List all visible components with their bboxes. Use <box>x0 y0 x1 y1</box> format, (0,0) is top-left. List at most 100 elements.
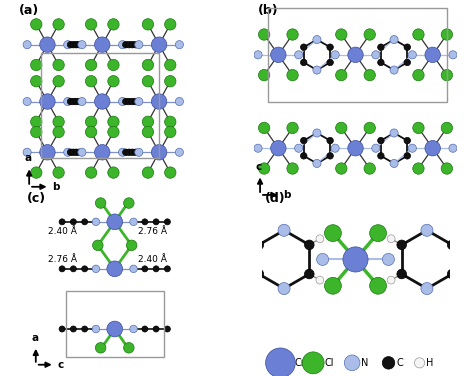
Circle shape <box>378 59 384 66</box>
Circle shape <box>258 163 270 174</box>
Circle shape <box>316 235 324 243</box>
Circle shape <box>364 29 375 40</box>
Circle shape <box>64 148 72 156</box>
Circle shape <box>132 98 139 105</box>
Circle shape <box>127 240 137 250</box>
Text: b: b <box>53 182 60 192</box>
Text: Cl: Cl <box>324 358 334 368</box>
Circle shape <box>372 51 380 59</box>
Circle shape <box>107 261 123 277</box>
Circle shape <box>124 343 134 353</box>
Text: a: a <box>25 153 32 164</box>
Circle shape <box>70 266 76 272</box>
Circle shape <box>70 149 77 156</box>
Circle shape <box>94 144 110 160</box>
Circle shape <box>413 122 424 133</box>
Circle shape <box>135 41 143 49</box>
Circle shape <box>123 98 129 105</box>
Circle shape <box>397 269 407 279</box>
Circle shape <box>151 37 167 52</box>
Circle shape <box>73 98 80 105</box>
Circle shape <box>387 235 395 243</box>
Circle shape <box>408 51 417 59</box>
Circle shape <box>129 41 136 48</box>
Circle shape <box>390 129 398 137</box>
Circle shape <box>421 224 433 236</box>
Circle shape <box>441 70 453 81</box>
Circle shape <box>151 144 167 160</box>
Circle shape <box>94 94 110 109</box>
Circle shape <box>413 29 424 40</box>
Circle shape <box>123 41 129 48</box>
Circle shape <box>175 97 183 106</box>
Circle shape <box>336 163 347 174</box>
Circle shape <box>447 269 457 279</box>
Circle shape <box>258 29 270 40</box>
Circle shape <box>164 19 176 30</box>
Text: (a): (a) <box>19 4 39 17</box>
Circle shape <box>85 19 97 30</box>
Circle shape <box>130 218 137 226</box>
Circle shape <box>265 348 295 376</box>
Circle shape <box>364 122 375 133</box>
Circle shape <box>271 141 286 156</box>
Circle shape <box>108 167 119 178</box>
Text: c: c <box>256 162 262 171</box>
Text: 2.40 Å: 2.40 Å <box>138 255 167 264</box>
Text: (b): (b) <box>258 4 279 17</box>
Circle shape <box>135 97 143 106</box>
Circle shape <box>378 137 384 144</box>
Circle shape <box>287 29 298 40</box>
Circle shape <box>331 144 339 152</box>
Circle shape <box>118 97 127 106</box>
Circle shape <box>59 326 65 332</box>
Circle shape <box>153 326 159 332</box>
Circle shape <box>78 41 86 49</box>
Circle shape <box>287 163 298 174</box>
Circle shape <box>325 277 341 294</box>
Circle shape <box>92 218 100 226</box>
Bar <box>66 291 164 357</box>
Circle shape <box>364 70 375 81</box>
Circle shape <box>301 59 307 66</box>
Circle shape <box>390 159 398 168</box>
Circle shape <box>53 76 64 87</box>
Circle shape <box>449 144 457 152</box>
Circle shape <box>164 167 176 178</box>
Circle shape <box>164 116 176 127</box>
Circle shape <box>118 148 127 156</box>
Circle shape <box>317 253 328 265</box>
Circle shape <box>153 266 159 272</box>
Circle shape <box>23 97 31 106</box>
Circle shape <box>244 276 252 284</box>
Circle shape <box>164 76 176 87</box>
Circle shape <box>73 41 80 48</box>
Circle shape <box>404 44 410 50</box>
Circle shape <box>67 149 74 156</box>
Circle shape <box>142 76 154 87</box>
Circle shape <box>73 149 80 156</box>
Circle shape <box>447 240 457 250</box>
Circle shape <box>175 41 183 49</box>
Circle shape <box>151 94 167 109</box>
Circle shape <box>53 116 64 127</box>
Circle shape <box>31 116 42 127</box>
Circle shape <box>441 29 453 40</box>
Circle shape <box>254 51 262 59</box>
Circle shape <box>404 59 410 66</box>
Circle shape <box>278 283 290 295</box>
Circle shape <box>132 41 139 48</box>
Circle shape <box>348 47 363 62</box>
Circle shape <box>108 126 119 138</box>
Circle shape <box>85 167 97 178</box>
Circle shape <box>404 153 410 159</box>
Circle shape <box>64 97 72 106</box>
Circle shape <box>287 122 298 133</box>
Circle shape <box>82 266 88 272</box>
Circle shape <box>258 122 270 133</box>
Text: (d): (d) <box>265 192 286 205</box>
Circle shape <box>372 144 380 152</box>
Circle shape <box>164 326 170 332</box>
Circle shape <box>123 149 129 156</box>
Circle shape <box>31 19 42 30</box>
